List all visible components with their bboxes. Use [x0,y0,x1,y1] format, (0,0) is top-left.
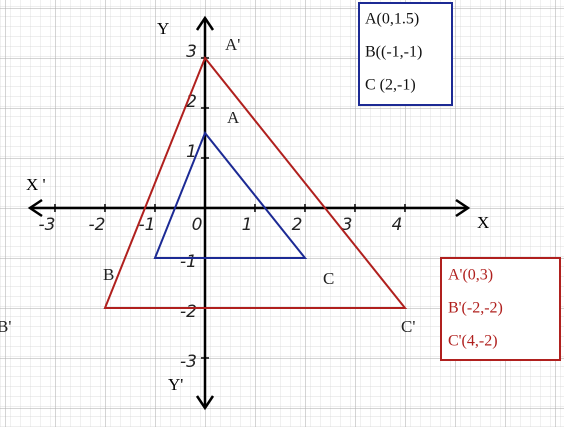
x-tick-label: -2 [89,215,106,235]
x-prime-label: X ' [26,175,46,194]
legend-entry: A'(0,3) [448,267,493,284]
legend-entry: B((-1,-1) [365,44,422,61]
x-tick-label: -3 [39,215,56,235]
legend-entry: C'(4,-2) [448,333,498,350]
y-tick-label: -1 [180,252,197,272]
legend-box [358,2,453,106]
vertex-label: B [103,265,114,284]
vertex-label: C' [401,317,415,336]
triangle [153,131,308,259]
vertex-label: C [323,269,334,288]
x-tick-label: 1 [242,215,253,235]
x-tick-label: 4 [392,215,403,235]
legend-entry: B'(-2,-2) [448,300,503,317]
x-tick-label: 3 [342,215,353,235]
triangle [103,56,408,309]
y-tick-label: -3 [180,352,197,372]
legend-entry: C (2,-1) [365,77,416,94]
vertex-label: A [227,108,240,127]
x-tick-label: 0 [192,215,203,235]
x-tick-label: 2 [292,215,303,235]
vertex-label: A' [225,35,240,54]
vertex-label: B' [0,317,11,336]
x-tick-label: -1 [139,215,156,235]
y-tick-label: 1 [186,142,197,162]
y-tick-label: 2 [186,92,197,112]
y-prime-label: Y' [168,375,183,394]
y-axis-label: Y [157,19,169,38]
x-axis-label: X [477,213,489,232]
legend-box [440,257,561,361]
y-tick-label: 3 [186,42,197,62]
legend-entry: A(0,1.5) [365,11,419,28]
y-tick-label: -2 [180,302,197,322]
